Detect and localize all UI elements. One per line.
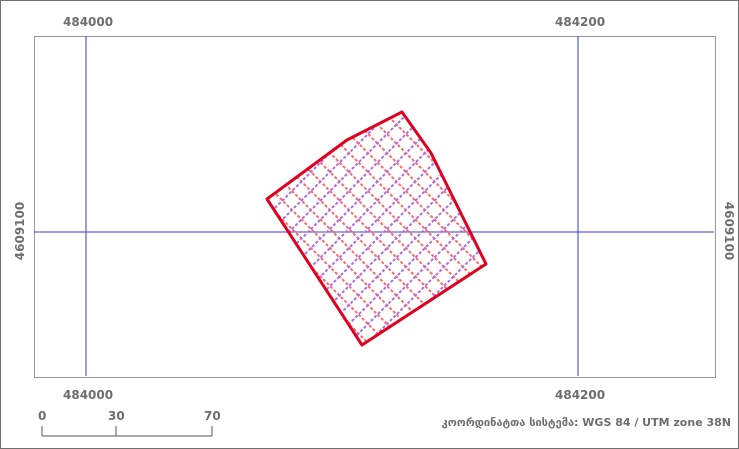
hatch-line [0,60,233,360]
coordinate-system-label: კოორდინატთა სისტემა: WGS 84 / UTM zone 3… [441,416,731,429]
hatch-line [503,60,739,360]
hatch-line [483,112,486,345]
scale-label-70: 70 [204,409,221,423]
hatch-line [267,112,386,345]
hatch-line [0,60,214,360]
scale-bar [41,426,213,437]
hatch-line [407,112,486,345]
hatch-line [522,60,739,360]
hatch-line [331,112,486,345]
hatch-line [312,112,486,345]
hatch-line [293,112,486,345]
hatch-line [541,60,739,360]
hatch-line [0,60,195,360]
hatch-line [331,112,486,345]
hatch-line [369,112,486,345]
hatch-line [579,60,739,360]
grid-label-bottom-right: 484200 [555,388,606,402]
hatch-line [560,60,739,360]
hatch-line [267,112,329,345]
grid-label-top-right: 484200 [555,15,606,29]
hatch-line [407,112,486,345]
scale-label-0: 0 [38,409,47,423]
hatch-line [267,112,272,345]
hatch-line [267,112,348,345]
hatch-line [0,60,252,360]
hatch-line [598,60,739,360]
grid-label-right: 4609100 [722,201,737,261]
hatch-line [267,112,486,345]
hatch-line [464,112,486,345]
hatch-line [350,112,486,345]
hatch-line [541,60,739,360]
hatch-line [267,112,367,345]
hatch-line [0,60,233,360]
hatch-line [445,112,486,345]
hatch-line [388,112,486,345]
hatch-line [0,60,195,360]
hatch-line [267,112,291,345]
hatch-line [312,112,486,345]
hatch-line [464,112,486,345]
hatch-line [369,112,486,345]
hatch-line [267,112,386,345]
hatch-line [267,112,329,345]
hatch-line [350,112,486,345]
hatch-line [426,112,486,345]
hatch-line [267,112,486,345]
hatch-line [267,112,348,345]
hatch-line [267,112,443,345]
hatch-line [388,112,486,345]
hatch-line [267,112,367,345]
hatch-line [579,60,739,360]
map-canvas[interactable] [34,36,716,378]
hatch-line [445,112,486,345]
hatch-line [274,112,486,345]
hatch-line [560,60,739,360]
hatch-line [267,112,462,345]
hatch-line [426,112,486,345]
hatch-line [267,112,272,345]
grid-label-bottom-left: 484000 [63,388,114,402]
hatch-line [267,112,291,345]
hatch-line [267,112,481,345]
hatch-line [267,112,486,345]
hatch-line [0,60,214,360]
parcel-outline[interactable] [265,110,488,347]
hatch-line [0,60,252,360]
hatch-line [267,112,310,345]
hatch-line [483,112,486,345]
hatch-line [522,60,739,360]
hatch-line [267,112,310,345]
hatch-line [598,60,739,360]
hatch-line [503,60,739,360]
hatch-line [267,112,405,345]
parcel-hatch-fill [0,60,739,360]
scale-label-30: 30 [108,409,125,423]
grid-label-left: 4609100 [13,201,28,261]
grid-label-top-left: 484000 [63,15,114,29]
